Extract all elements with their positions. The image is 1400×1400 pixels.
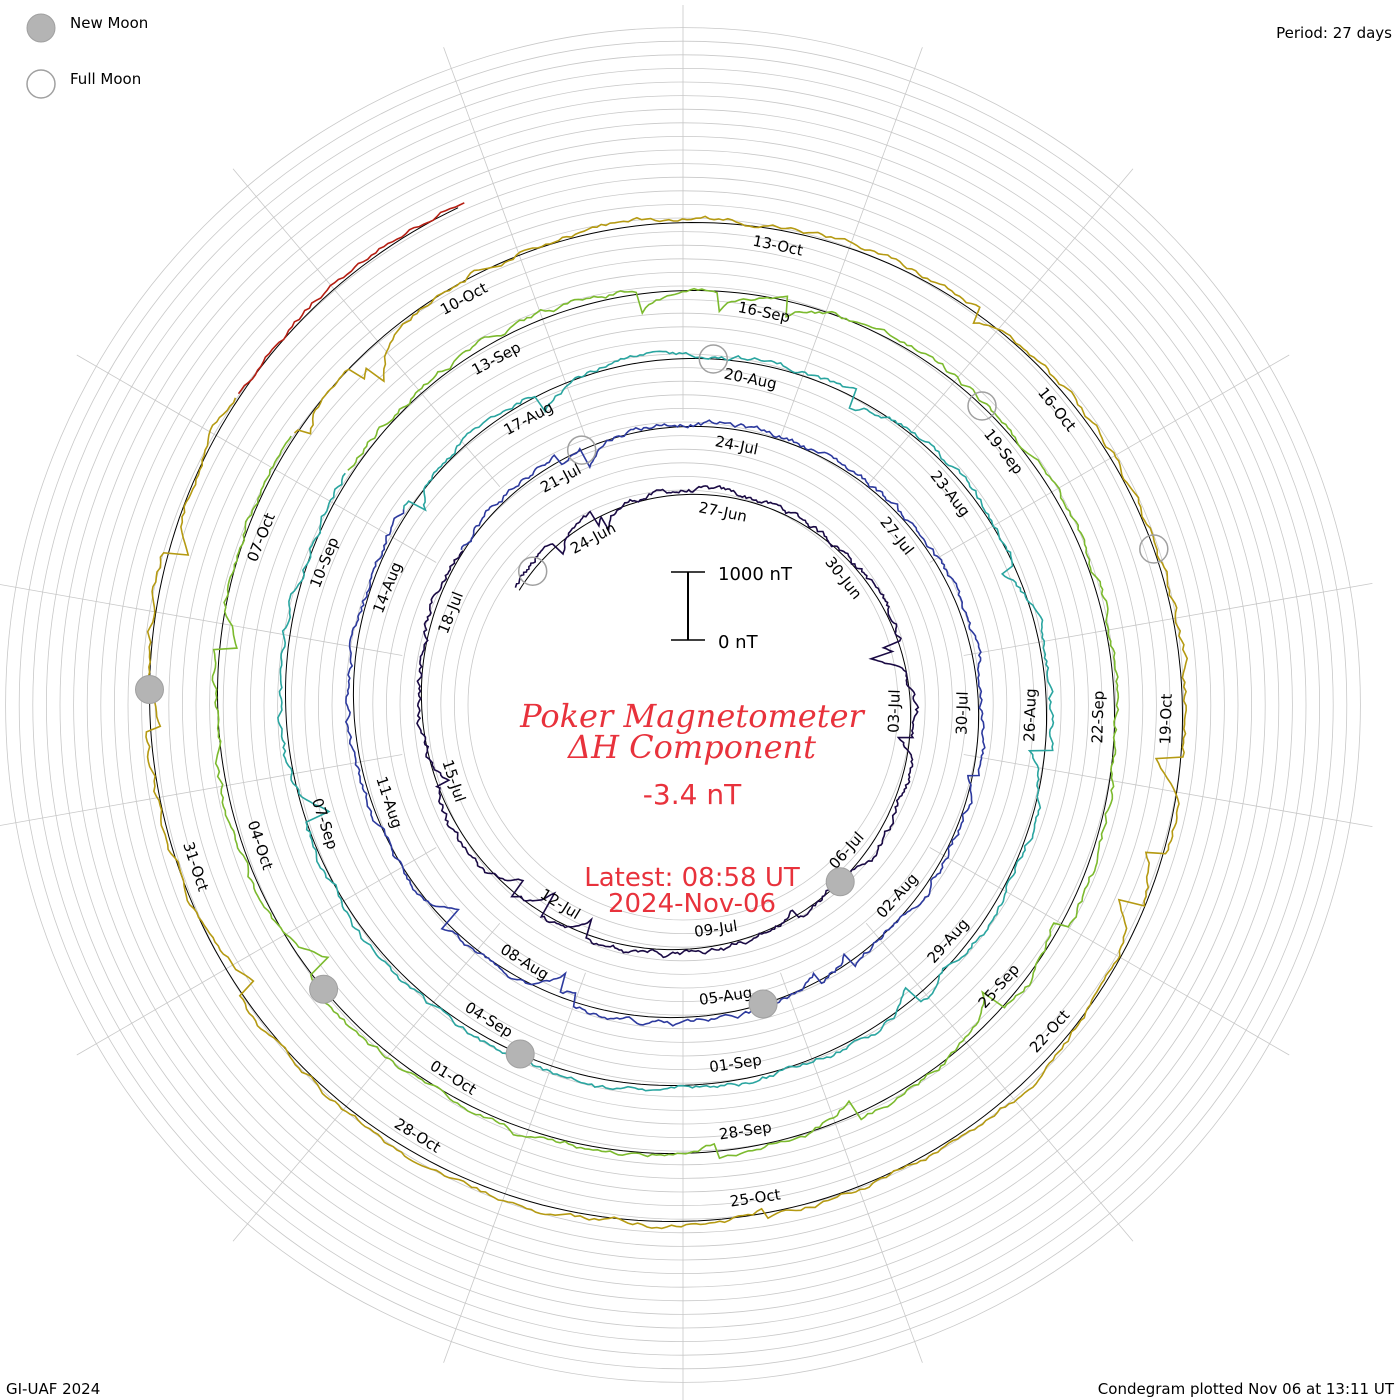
scale-bar: 1000 nT 0 nT — [671, 564, 793, 653]
data-traces — [145, 202, 1189, 1230]
date-label: 13-Sep — [469, 338, 524, 379]
series-trace — [277, 350, 1055, 1092]
radial-line — [76, 354, 437, 563]
date-label: 22-Oct — [1026, 1006, 1073, 1056]
grid-ring — [426, 448, 940, 962]
series-trace — [237, 202, 465, 395]
radial-line — [929, 354, 1290, 563]
full-moon-marker — [1139, 534, 1169, 564]
date-label: 19-Oct — [1156, 693, 1176, 744]
radial-line — [443, 972, 586, 1363]
series-trace — [416, 484, 920, 959]
chart-subtitle: ΔH Component — [566, 728, 816, 766]
series-trace — [211, 287, 1120, 1160]
date-label: 23-Aug — [927, 467, 974, 520]
date-label: 10-Oct — [437, 279, 490, 319]
radial-line — [780, 972, 923, 1363]
radial-line — [443, 47, 586, 438]
legend-new-moon-label: New Moon — [70, 14, 148, 32]
date-label: 20-Aug — [722, 365, 778, 393]
date-label: 18-Jul — [434, 589, 467, 636]
grid-ring — [399, 421, 967, 989]
full-moon-marker — [517, 556, 548, 586]
full-moon-marker — [967, 391, 997, 421]
date-label: 08-Aug — [497, 940, 552, 983]
date-label: 30-Jul — [952, 691, 971, 735]
radial-line — [865, 923, 1134, 1242]
radial-line — [76, 847, 437, 1056]
date-label: 02-Aug — [873, 870, 922, 922]
date-label: 06-Jul — [825, 828, 867, 872]
date-label: 29-Aug — [924, 915, 973, 967]
new-moon-marker — [825, 867, 855, 897]
radial-line — [232, 168, 501, 487]
grid-ring — [413, 435, 953, 975]
scale-top-label: 1000 nT — [718, 564, 793, 585]
chart-title: Poker Magnetometer — [519, 697, 865, 735]
date-label: 27-Jun — [697, 498, 748, 526]
date-label: 16-Sep — [736, 298, 791, 326]
full-moon-marker — [566, 435, 597, 465]
date-label: 22-Sep — [1088, 690, 1108, 743]
moon-markers — [135, 344, 1169, 1069]
latest-time: Latest: 08:58 UT — [584, 863, 800, 893]
current-value: -3.4 nT — [643, 778, 742, 811]
date-label: 27-Jul — [876, 513, 917, 558]
date-label: 03-Jul — [884, 689, 903, 733]
radial-line — [0, 584, 403, 656]
radial-line — [963, 754, 1373, 827]
full-moon-icon — [26, 69, 56, 99]
baseline-spiral — [148, 207, 1184, 1223]
date-label: 30-Jun — [821, 553, 865, 602]
legend-full-moon-label: Full Moon — [70, 70, 141, 88]
series-trace — [344, 419, 986, 1027]
date-label: 07-Oct — [243, 510, 279, 564]
period-label: Period: 27 days — [1276, 24, 1392, 42]
latest-date: 2024-Nov-06 — [608, 889, 776, 919]
new-moon-marker — [505, 1039, 535, 1069]
date-label: 11-Aug — [372, 774, 406, 830]
grid-ring — [467, 489, 899, 921]
radial-line — [232, 923, 501, 1242]
scale-bottom-label: 0 nT — [718, 632, 759, 653]
footer-right: Condegram plotted Nov 06 at 13:11 UT — [1098, 1380, 1395, 1398]
baseline-rings — [148, 207, 1184, 1223]
grid-ring — [440, 462, 926, 948]
new-moon-marker — [309, 974, 339, 1004]
footer-left: GI-UAF 2024 — [6, 1380, 100, 1398]
date-label: 09-Jul — [693, 917, 739, 941]
new-moon-marker — [135, 675, 164, 704]
full-moon-marker — [698, 344, 729, 374]
series-trace — [145, 215, 1189, 1230]
date-label: 17-Aug — [501, 398, 557, 439]
date-label: 26-Aug — [1020, 688, 1040, 742]
new-moon-marker — [748, 989, 778, 1019]
new-moon-icon — [26, 13, 56, 43]
legend: New Moon Full Moon — [26, 13, 148, 99]
grid-ring — [453, 475, 913, 935]
date-label: 24-Jun — [567, 519, 618, 558]
radial-line — [0, 754, 403, 826]
radial-line — [929, 847, 1290, 1056]
radial-line — [963, 583, 1373, 656]
